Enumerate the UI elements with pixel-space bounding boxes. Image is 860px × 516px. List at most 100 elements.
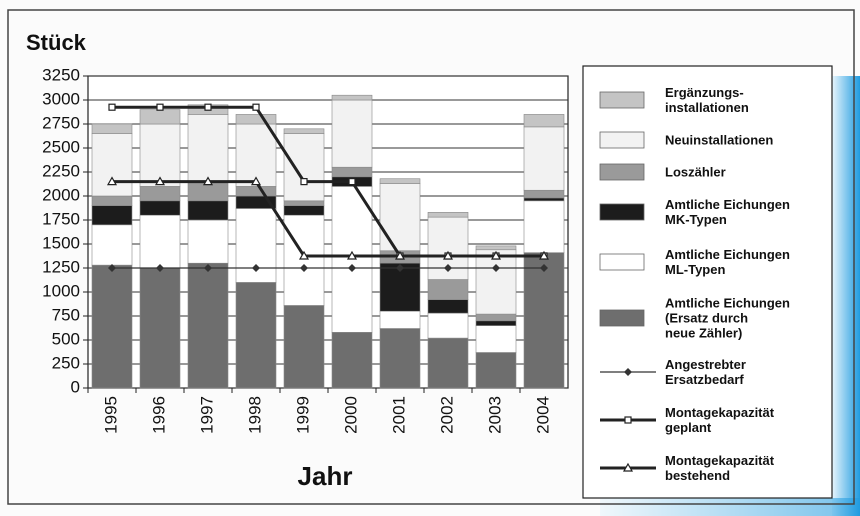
legend-swatch	[599, 163, 645, 181]
decor-stripe	[600, 498, 860, 516]
line-point	[204, 264, 212, 272]
y-tick-label: 750	[52, 305, 80, 324]
line-point	[538, 250, 550, 260]
bar-segment	[139, 109, 181, 125]
y-tick-label: 0	[71, 377, 80, 396]
bar-segment	[235, 123, 277, 187]
bar-segment	[139, 200, 181, 216]
x-tick-label: 1998	[245, 396, 264, 434]
bar-segment	[139, 267, 181, 389]
x-tick-label: 2004	[533, 396, 552, 434]
y-tick-label: 1000	[42, 281, 80, 300]
bar-segment	[379, 328, 421, 389]
legend-label: Neuinstallationen	[665, 132, 774, 148]
bar-segment	[283, 133, 325, 202]
bar-segment	[475, 352, 517, 389]
bar-segment	[139, 123, 181, 187]
bar-segment	[523, 197, 565, 202]
bar-segment	[91, 264, 133, 389]
y-tick-label: 1500	[42, 233, 80, 252]
bar-segment	[91, 205, 133, 226]
bar-segment	[187, 200, 229, 221]
bar-segment	[235, 114, 277, 125]
line-point	[540, 264, 548, 272]
legend-label: Ergänzungs- installationen	[665, 85, 749, 115]
bar-segment	[475, 245, 517, 251]
bar-segment	[475, 249, 517, 315]
frame	[7, 9, 855, 505]
legend-swatch	[599, 253, 645, 271]
bar-segment	[379, 310, 421, 329]
bar-segment	[91, 195, 133, 206]
line-point	[300, 264, 308, 272]
bar-segment	[379, 183, 421, 252]
legend-marker	[624, 368, 632, 376]
line-point	[490, 250, 502, 260]
bar-segment	[283, 128, 325, 134]
line-point	[108, 264, 116, 272]
bar-segment	[523, 114, 565, 128]
bar-segment	[91, 123, 133, 134]
x-tick-label: 2002	[437, 396, 456, 434]
bar-segment	[91, 133, 133, 197]
bar-segment	[427, 337, 469, 389]
y-tick-label: 3250	[42, 65, 80, 84]
y-tick-label: 500	[52, 329, 80, 348]
bar-segment	[139, 214, 181, 269]
bar-segment	[523, 200, 565, 253]
y-tick-label: 3000	[42, 89, 80, 108]
x-tick-label: 2001	[389, 396, 408, 434]
line-point	[154, 176, 166, 186]
legend-label: Montagekapazität bestehend	[665, 453, 775, 483]
y-tick-label: 2750	[42, 113, 80, 132]
line-point	[348, 178, 356, 186]
line-point	[442, 250, 454, 260]
bar-segment	[523, 126, 565, 191]
chart-title: Stück	[26, 30, 87, 55]
x-tick-label: 1999	[293, 396, 312, 434]
line-point	[298, 250, 310, 260]
line-point	[492, 264, 500, 272]
decor-stripe	[832, 76, 860, 516]
bar-segment	[331, 166, 373, 178]
line-point	[394, 250, 406, 260]
line-point	[346, 250, 358, 260]
bar-segment	[427, 312, 469, 339]
bar-segment	[427, 299, 469, 314]
bar-segment	[283, 205, 325, 216]
legend-swatch	[599, 309, 645, 327]
y-tick-label: 250	[52, 353, 80, 372]
bar-segment	[475, 320, 517, 326]
legend-marker	[622, 462, 634, 472]
bar-segment	[331, 99, 373, 168]
line-point	[202, 176, 214, 186]
legend-label: Montagekapazität geplant	[665, 405, 775, 435]
bar-segment	[427, 212, 469, 218]
x-tick-label: 1995	[101, 396, 120, 434]
legend-marker	[624, 416, 632, 424]
y-tick-label: 1250	[42, 257, 80, 276]
x-tick-label: 1997	[197, 396, 216, 434]
legend-label: Amtliche Eichungen MK-Typen	[665, 197, 790, 227]
bar-segment	[475, 325, 517, 353]
bar-segment	[235, 282, 277, 389]
bar-segment	[283, 305, 325, 389]
bar-segment	[283, 200, 325, 206]
bar-segment	[187, 219, 229, 264]
line-point	[108, 103, 116, 111]
line-point	[252, 264, 260, 272]
line-point	[156, 103, 164, 111]
legend-label: Angestrebter Ersatzbedarf	[665, 357, 746, 387]
x-axis-label: Jahr	[298, 461, 353, 491]
line	[112, 180, 544, 258]
bar-segment	[91, 224, 133, 266]
bar-segment	[283, 214, 325, 306]
bar-segment	[235, 186, 277, 197]
x-tick-label: 2000	[341, 396, 360, 434]
line-point	[250, 176, 262, 186]
bar-segment	[331, 332, 373, 389]
line-point	[348, 264, 356, 272]
bar-segment	[523, 189, 565, 199]
